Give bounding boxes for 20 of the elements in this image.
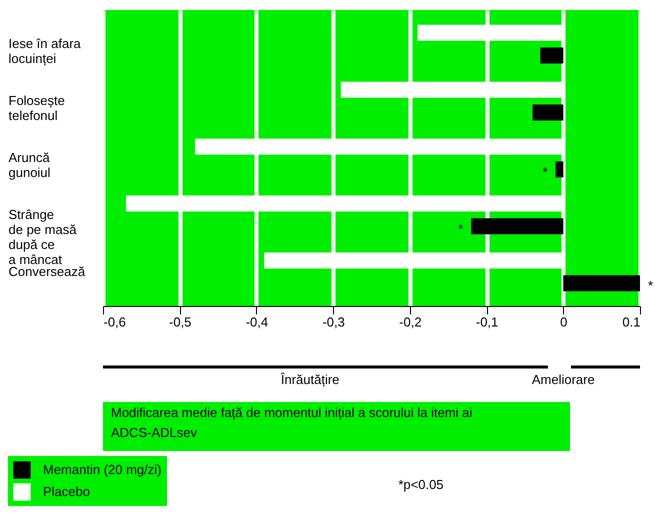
x-tick-label: -0,3 bbox=[322, 314, 345, 330]
x-tick-label: 0.1 bbox=[622, 314, 640, 330]
legend-label: Memantin (20 mg/zi) bbox=[43, 462, 162, 477]
annotation: * bbox=[542, 164, 548, 180]
x-tick-label: -0,6 bbox=[104, 314, 126, 330]
text: *p<0.05 bbox=[398, 477, 444, 492]
x-tick-label: -0,5 bbox=[169, 314, 192, 330]
x-tick-label: -0,2 bbox=[399, 314, 422, 330]
x-tick-label: 0 bbox=[560, 314, 568, 330]
y-tick-label: Iese în afara locuinței bbox=[8, 36, 82, 66]
x-tick-label: -0,4 bbox=[246, 314, 268, 330]
y-tick-label: Folosește telefonul bbox=[8, 93, 65, 124]
text: Ameliorare bbox=[532, 372, 595, 387]
annotation: * bbox=[458, 221, 464, 236]
annotation: * bbox=[648, 278, 654, 294]
text: Înrăutățire bbox=[280, 372, 340, 387]
y-tick-label: Aruncă gunoiul bbox=[8, 150, 51, 180]
text: Modificarea medie față de momentul inițial a scorului la itemi ai ADCS-ADLsev bbox=[111, 405, 472, 440]
x-tick-label: -0,1 bbox=[476, 314, 498, 330]
legend-label: Placebo bbox=[43, 484, 90, 499]
